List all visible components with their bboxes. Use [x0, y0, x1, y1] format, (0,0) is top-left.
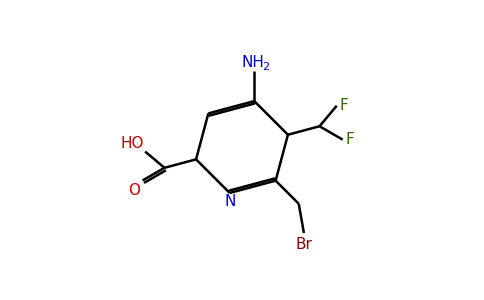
- Text: 2: 2: [262, 62, 269, 72]
- Text: O: O: [128, 183, 140, 198]
- Text: HO: HO: [120, 136, 144, 151]
- Text: NH: NH: [242, 56, 264, 70]
- Text: N: N: [224, 194, 235, 209]
- Text: F: F: [339, 98, 348, 113]
- Text: F: F: [345, 132, 354, 147]
- Text: Br: Br: [295, 237, 312, 252]
